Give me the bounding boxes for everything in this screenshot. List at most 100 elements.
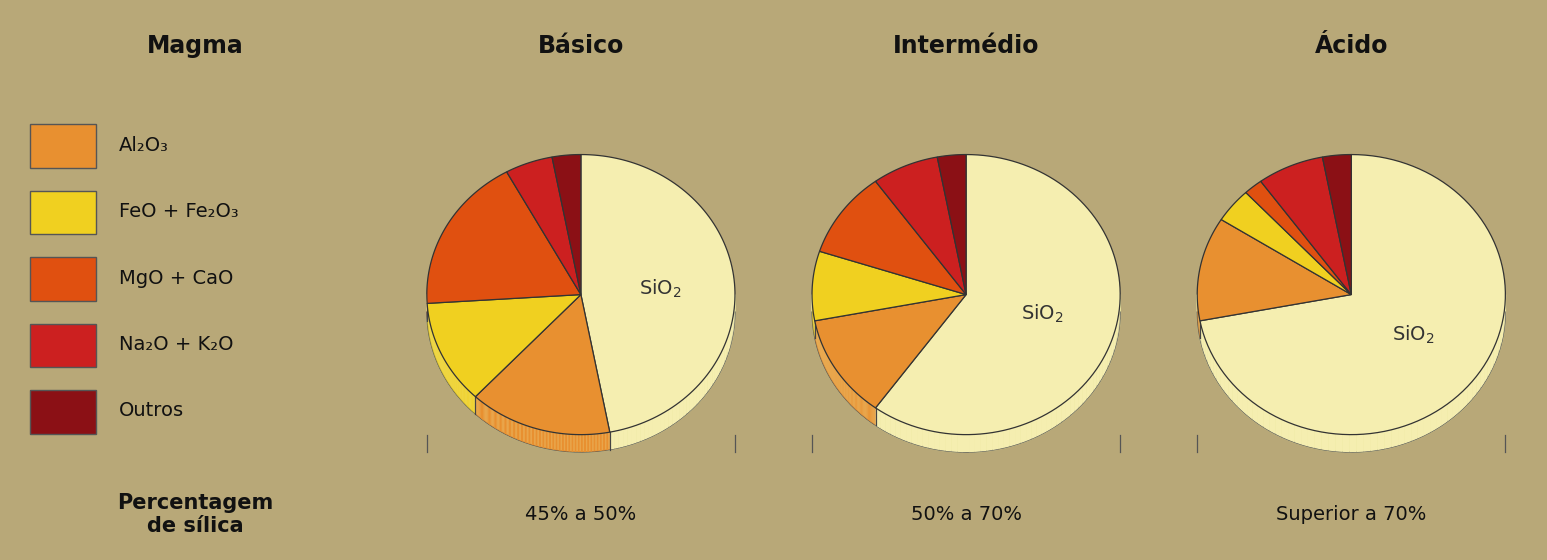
Polygon shape (900, 422, 907, 441)
Polygon shape (1247, 398, 1253, 419)
Polygon shape (958, 435, 964, 452)
Polygon shape (1010, 427, 1015, 446)
Text: 50% a 70%: 50% a 70% (911, 505, 1021, 524)
Text: SiO$_2$: SiO$_2$ (1392, 324, 1434, 346)
Polygon shape (1329, 433, 1335, 451)
Polygon shape (552, 155, 582, 295)
Polygon shape (1473, 376, 1476, 399)
Polygon shape (1216, 363, 1221, 386)
Polygon shape (945, 433, 951, 451)
Polygon shape (1205, 339, 1208, 363)
Polygon shape (1202, 327, 1204, 351)
Polygon shape (1377, 431, 1385, 450)
Polygon shape (1228, 379, 1233, 402)
Polygon shape (896, 419, 900, 439)
Polygon shape (687, 394, 690, 414)
Polygon shape (1245, 181, 1352, 295)
Polygon shape (951, 434, 958, 452)
Polygon shape (1417, 418, 1423, 438)
Text: SiO$_2$: SiO$_2$ (1021, 303, 1064, 325)
Text: Ácido: Ácido (1315, 34, 1388, 58)
Polygon shape (1398, 426, 1405, 446)
Polygon shape (928, 431, 934, 449)
Polygon shape (1052, 408, 1057, 428)
Polygon shape (885, 414, 891, 434)
Polygon shape (640, 422, 645, 441)
Polygon shape (427, 295, 582, 396)
Polygon shape (1491, 348, 1493, 372)
Polygon shape (1385, 430, 1391, 449)
Polygon shape (1021, 423, 1026, 443)
Polygon shape (941, 432, 945, 451)
Polygon shape (876, 155, 1120, 435)
Text: Percentagem
de sílica: Percentagem de sílica (118, 493, 274, 536)
Polygon shape (1343, 435, 1349, 452)
Polygon shape (1323, 155, 1352, 295)
Polygon shape (705, 375, 707, 395)
Text: Intermédio: Intermédio (893, 34, 1040, 58)
Polygon shape (880, 411, 885, 431)
Polygon shape (1480, 366, 1484, 389)
Polygon shape (1261, 157, 1352, 295)
Polygon shape (645, 420, 648, 440)
Polygon shape (1200, 155, 1505, 435)
Polygon shape (1253, 402, 1258, 423)
Polygon shape (715, 360, 718, 381)
Polygon shape (1391, 428, 1398, 447)
Polygon shape (975, 434, 981, 452)
Polygon shape (1493, 342, 1496, 366)
Polygon shape (614, 430, 619, 449)
Text: SiO$_2$: SiO$_2$ (639, 278, 682, 300)
Polygon shape (1484, 360, 1488, 383)
Polygon shape (1349, 435, 1357, 452)
Polygon shape (631, 425, 636, 444)
Polygon shape (1423, 415, 1429, 436)
Polygon shape (1204, 333, 1205, 357)
Polygon shape (907, 423, 911, 443)
Bar (29, 191, 96, 235)
Polygon shape (1499, 330, 1501, 354)
Polygon shape (934, 432, 941, 450)
Polygon shape (1103, 355, 1105, 377)
Polygon shape (710, 367, 713, 389)
Polygon shape (1108, 346, 1109, 368)
Polygon shape (1476, 371, 1480, 394)
Polygon shape (1224, 374, 1228, 396)
Polygon shape (812, 295, 1120, 452)
Polygon shape (981, 433, 987, 451)
Polygon shape (684, 396, 687, 417)
Polygon shape (998, 431, 1004, 449)
Polygon shape (673, 405, 676, 424)
Polygon shape (648, 418, 653, 438)
Polygon shape (582, 155, 735, 432)
Polygon shape (1071, 394, 1075, 416)
Polygon shape (987, 432, 992, 451)
Polygon shape (1488, 354, 1491, 377)
Polygon shape (693, 388, 696, 408)
Polygon shape (702, 378, 705, 399)
Bar (29, 390, 96, 433)
Polygon shape (1047, 411, 1052, 431)
Polygon shape (718, 357, 719, 377)
Polygon shape (1100, 360, 1103, 382)
Polygon shape (876, 157, 965, 295)
Polygon shape (964, 435, 968, 452)
Polygon shape (475, 295, 610, 435)
Polygon shape (1315, 431, 1321, 450)
Polygon shape (1276, 417, 1282, 437)
Polygon shape (992, 432, 998, 450)
Polygon shape (1086, 378, 1091, 400)
Polygon shape (1112, 335, 1114, 358)
Polygon shape (1057, 405, 1061, 426)
Polygon shape (722, 345, 724, 366)
Polygon shape (1429, 412, 1436, 432)
Polygon shape (1270, 413, 1276, 434)
Polygon shape (1221, 368, 1224, 391)
Polygon shape (636, 424, 640, 443)
Polygon shape (1363, 433, 1371, 452)
Polygon shape (812, 251, 965, 321)
Polygon shape (1026, 422, 1032, 441)
Text: Básico: Básico (538, 34, 623, 58)
Polygon shape (1210, 351, 1213, 375)
Polygon shape (628, 427, 631, 446)
